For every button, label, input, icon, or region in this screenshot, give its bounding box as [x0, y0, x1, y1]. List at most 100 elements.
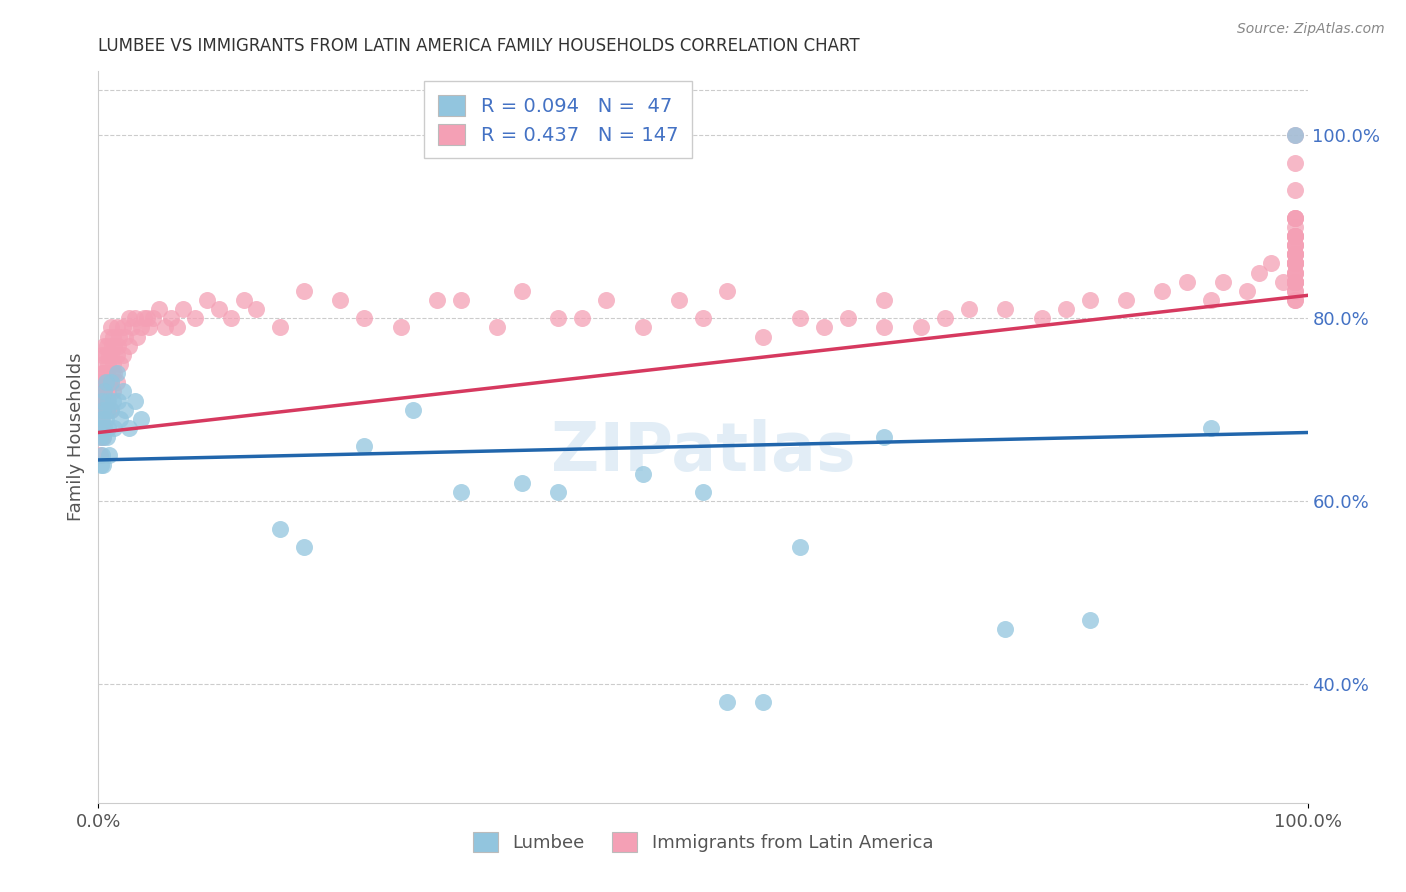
Point: [1199, 293, 1222, 307]
Point: [994, 301, 1017, 317]
Point: [100, 338, 122, 352]
Point: [1284, 228, 1306, 243]
Point: [90, 412, 112, 426]
Point: [96, 366, 118, 380]
Point: [93, 393, 115, 408]
Point: [101, 384, 124, 399]
Point: [160, 311, 183, 326]
Point: [1284, 275, 1306, 289]
Point: [195, 293, 218, 307]
Point: [873, 430, 896, 444]
Point: [1284, 247, 1306, 261]
Point: [97, 402, 120, 417]
Point: [1284, 183, 1306, 197]
Point: [89, 375, 111, 389]
Point: [134, 311, 156, 326]
Point: [105, 375, 128, 389]
Point: [91, 458, 114, 472]
Point: [105, 366, 128, 380]
Point: [353, 311, 375, 326]
Point: [90, 393, 112, 408]
Point: [124, 393, 146, 408]
Point: [1284, 284, 1306, 298]
Point: [135, 311, 157, 326]
Point: [93, 338, 115, 352]
Point: [89, 421, 111, 435]
Point: [129, 412, 152, 426]
Point: [138, 320, 160, 334]
Point: [631, 467, 654, 481]
Point: [91, 421, 114, 435]
Point: [91, 393, 114, 408]
Point: [91, 357, 114, 371]
Point: [100, 375, 122, 389]
Text: ZIPatlas: ZIPatlas: [551, 418, 855, 484]
Point: [1284, 211, 1306, 225]
Point: [108, 412, 131, 426]
Point: [1284, 266, 1306, 280]
Point: [100, 375, 122, 389]
Point: [1236, 284, 1258, 298]
Point: [1284, 284, 1306, 298]
Point: [111, 348, 134, 362]
Point: [100, 320, 122, 334]
Point: [91, 402, 114, 417]
Point: [91, 348, 114, 362]
Point: [89, 430, 111, 444]
Point: [873, 293, 896, 307]
Point: [910, 320, 932, 334]
Point: [153, 320, 176, 334]
Legend: Lumbee, Immigrants from Latin America: Lumbee, Immigrants from Latin America: [465, 825, 941, 860]
Point: [1284, 128, 1306, 143]
Point: [108, 329, 131, 343]
Text: LUMBEE VS IMMIGRANTS FROM LATIN AMERICA FAMILY HOUSEHOLDS CORRELATION CHART: LUMBEE VS IMMIGRANTS FROM LATIN AMERICA …: [98, 37, 860, 54]
Point: [97, 357, 120, 371]
Point: [91, 393, 114, 408]
Point: [1284, 228, 1306, 243]
Point: [450, 485, 472, 500]
Point: [121, 320, 143, 334]
Point: [98, 448, 121, 462]
Point: [101, 329, 124, 343]
Point: [1284, 211, 1306, 225]
Point: [93, 421, 115, 435]
Point: [166, 320, 188, 334]
Point: [1284, 256, 1306, 270]
Point: [789, 540, 811, 554]
Point: [100, 348, 122, 362]
Point: [631, 320, 654, 334]
Point: [1284, 247, 1306, 261]
Point: [1031, 311, 1053, 326]
Point: [1212, 275, 1234, 289]
Point: [97, 384, 120, 399]
Point: [118, 421, 141, 435]
Text: Source: ZipAtlas.com: Source: ZipAtlas.com: [1237, 22, 1385, 37]
Point: [91, 375, 114, 389]
Point: [208, 301, 231, 317]
Point: [96, 393, 118, 408]
Point: [91, 448, 114, 462]
Point: [934, 311, 956, 326]
Point: [94, 348, 117, 362]
Point: [97, 393, 120, 408]
Point: [93, 421, 115, 435]
Point: [91, 402, 114, 417]
Point: [1199, 421, 1222, 435]
Point: [1078, 613, 1101, 627]
Point: [1284, 238, 1306, 252]
Point: [91, 430, 114, 444]
Point: [292, 284, 315, 298]
Point: [1284, 275, 1306, 289]
Point: [1078, 293, 1101, 307]
Point: [450, 293, 472, 307]
Point: [292, 540, 315, 554]
Point: [107, 338, 129, 352]
Point: [93, 366, 115, 380]
Point: [716, 284, 738, 298]
Point: [389, 320, 412, 334]
Point: [595, 293, 617, 307]
Point: [111, 320, 134, 334]
Point: [105, 320, 128, 334]
Point: [100, 366, 122, 380]
Point: [1284, 247, 1306, 261]
